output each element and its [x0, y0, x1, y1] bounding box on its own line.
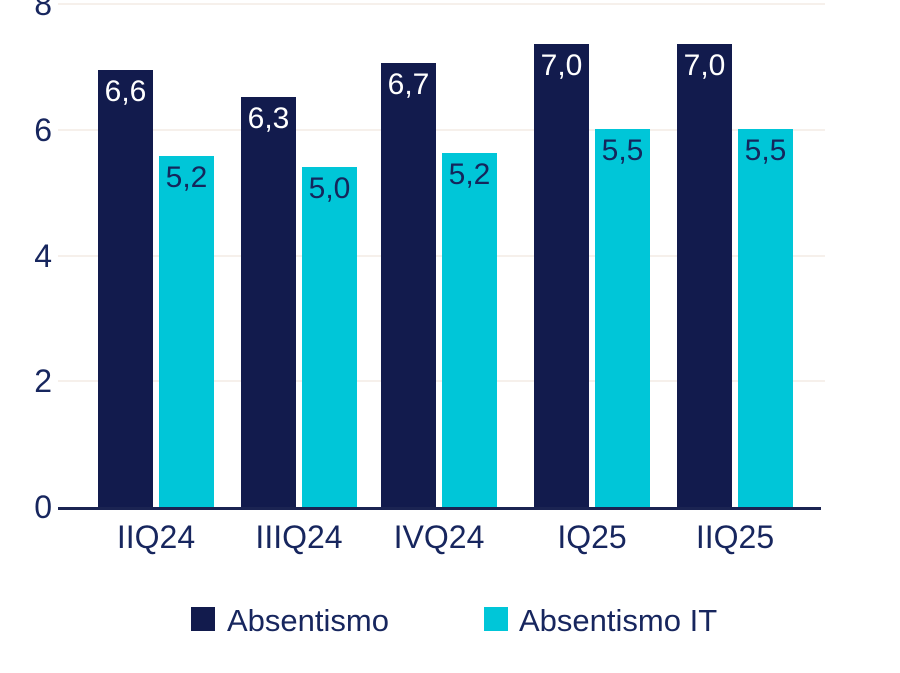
- y-tick-label-4: 4: [34, 238, 52, 274]
- bar-absentismo-ivq24: [381, 63, 436, 507]
- bar-absentismo-it-iiiq24: [302, 167, 357, 507]
- bar-value-label-absentismo-it-iiiq24: 5,0: [308, 172, 351, 205]
- bar-value-label-absentismo-iiq25: 7,0: [683, 49, 726, 82]
- bar-absentismo-iiq25: [677, 44, 732, 507]
- bar-absentismo-iiq24: [98, 70, 153, 507]
- bar-value-label-absentismo-iiq24: 6,6: [104, 75, 147, 108]
- legend-swatch-absentismo-it: [484, 607, 508, 631]
- bar-absentismo-iq25: [534, 44, 589, 507]
- legend-label-absentismo-it: Absentismo IT: [519, 603, 718, 638]
- bar-value-label-absentismo-it-ivq24: 5,2: [448, 158, 491, 191]
- y-tick-label-2: 2: [34, 363, 52, 399]
- bar-value-label-absentismo-iiiq24: 6,3: [247, 102, 290, 135]
- bar-value-label-absentismo-iq25: 7,0: [540, 49, 583, 82]
- y-tick-label-6: 6: [34, 112, 52, 148]
- x-axis-line: [58, 507, 821, 510]
- gridline-2: [58, 380, 825, 382]
- y-tick-label-0: 0: [34, 489, 52, 525]
- gridline-6: [58, 129, 825, 131]
- x-axis-label-ivq24: IVQ24: [393, 519, 485, 555]
- bar-value-label-absentismo-it-iiq25: 5,5: [744, 134, 787, 167]
- bar-absentismo-it-iiq24: [159, 156, 214, 507]
- bar-absentismo-iiiq24: [241, 97, 296, 507]
- y-tick-label-8: 8: [34, 0, 52, 22]
- bar-value-label-absentismo-it-iq25: 5,5: [601, 134, 644, 167]
- bar-value-label-absentismo-ivq24: 6,7: [387, 68, 430, 101]
- x-axis-label-iiiq24: IIIQ24: [255, 519, 343, 555]
- gridline-8: [58, 3, 825, 5]
- x-axis-label-iiq24: IIQ24: [116, 519, 196, 555]
- x-axis-label-iq25: IQ25: [557, 519, 627, 555]
- bar-absentismo-it-iq25: [595, 129, 650, 507]
- x-axis-label-iiq25: IIQ25: [695, 519, 775, 555]
- bar-absentismo-it-iiq25: [738, 129, 793, 507]
- legend-swatch-absentismo: [191, 607, 215, 631]
- legend-label-absentismo: Absentismo: [227, 603, 389, 638]
- gridline-4: [58, 255, 825, 257]
- bar-absentismo-it-ivq24: [442, 153, 497, 507]
- bar-value-label-absentismo-it-iiq24: 5,2: [165, 161, 208, 194]
